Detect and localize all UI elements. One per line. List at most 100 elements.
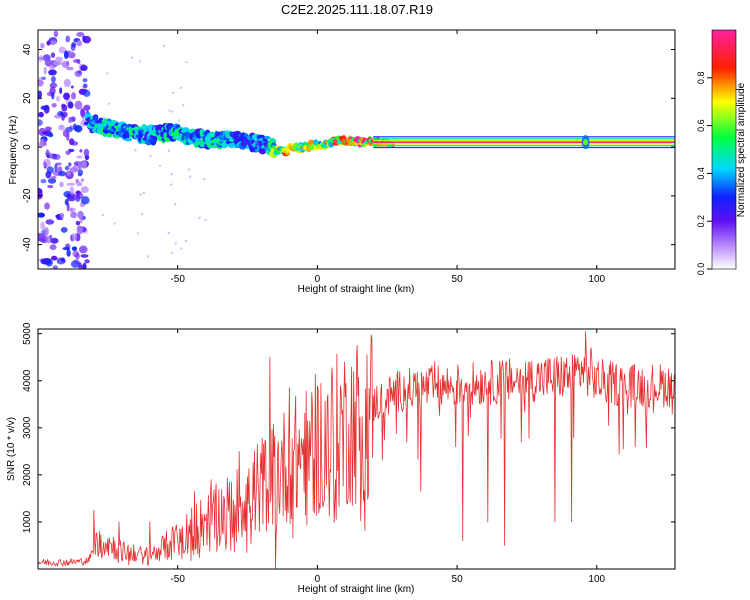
spectrogram-noise-cell bbox=[46, 166, 54, 174]
spectrogram-noise-cell bbox=[45, 149, 50, 158]
spectrogram-noise-cell bbox=[180, 247, 183, 250]
snr-y-label: SNR (10 * v/v) bbox=[6, 417, 17, 481]
spectrogram-noise-cell bbox=[71, 92, 77, 100]
spectrogram-noise-cell bbox=[77, 173, 82, 177]
spectrogram-y-axis: -40 -20 0 20 40 bbox=[22, 44, 675, 252]
spectrogram-noise-cell bbox=[44, 126, 52, 131]
spectrogram-noise-cell bbox=[41, 131, 49, 135]
spectrogram-y-tick-label: -20 bbox=[22, 188, 33, 203]
spectrogram-noise-cell bbox=[167, 231, 170, 235]
spectrogram-noise-cell bbox=[41, 76, 46, 81]
snr-x-label: Height of straight line (km) bbox=[298, 584, 415, 595]
spectrogram-band-row bbox=[373, 144, 675, 147]
spectrogram-noise-cell bbox=[136, 232, 140, 235]
spectrogram-signal-cell bbox=[264, 135, 271, 140]
spectrogram-noise-cell bbox=[149, 155, 152, 158]
spectrogram-noise-cell bbox=[77, 264, 87, 269]
spectrogram-noise-cell bbox=[39, 138, 45, 148]
spectrogram-marks bbox=[38, 30, 675, 269]
spectrogram-noise-cell bbox=[181, 104, 185, 107]
spectrogram-noise-cell bbox=[38, 212, 46, 218]
spectrogram-noise-cell bbox=[77, 161, 82, 170]
spectrogram-y-tick-label: 20 bbox=[22, 92, 33, 104]
spectrogram-x-axis: -50 0 50 100 bbox=[170, 30, 606, 285]
spectrogram-noise-cell bbox=[198, 216, 201, 220]
spectrogram-noise-cell bbox=[172, 91, 175, 94]
spectrogram-noise-cell bbox=[66, 182, 76, 186]
snr-x-tick-label: 100 bbox=[588, 574, 605, 585]
spectrogram-y-label: Frequency (Hz) bbox=[8, 116, 19, 185]
page-title: C2E2.2025.111.18.07.R19 bbox=[281, 2, 433, 17]
spectrogram-y-tick-label: -40 bbox=[22, 237, 33, 252]
spectrogram-noise-cell bbox=[40, 258, 50, 265]
spectrogram-noise-cell bbox=[174, 242, 177, 245]
spectrogram-noise-cell bbox=[64, 198, 69, 206]
snr-y-tick-label: 2000 bbox=[22, 463, 33, 486]
spectrogram-noise-cell bbox=[48, 69, 57, 76]
spectrogram-x-tick-label: 50 bbox=[452, 274, 464, 285]
spectrogram-noise-cell bbox=[59, 87, 63, 94]
spectrogram-noise-cell bbox=[75, 220, 81, 226]
spectrogram-signal-cell bbox=[227, 143, 236, 148]
spectrogram-signal-cell bbox=[124, 137, 133, 142]
spectrogram-noise-cell bbox=[66, 249, 71, 257]
spectrogram-noise-cell bbox=[68, 138, 75, 146]
snr-x-tick-label: -50 bbox=[170, 574, 185, 585]
spectrogram-noise-cell bbox=[44, 202, 50, 210]
spectrogram-noise-cell bbox=[173, 203, 177, 206]
spectrogram-noise-cell bbox=[170, 183, 173, 186]
spectrogram-noise-cell bbox=[69, 207, 74, 213]
spectrogram-noise-cell bbox=[54, 163, 58, 172]
spectrogram-band-row bbox=[373, 146, 675, 149]
spectrogram-noise-cell bbox=[43, 235, 53, 244]
spectrogram-noise-cell bbox=[52, 153, 61, 161]
spectrogram-noise-cell bbox=[82, 89, 91, 97]
spectrogram-noise-cell bbox=[51, 92, 55, 100]
spectrogram-noise-cell bbox=[55, 214, 59, 218]
spectrogram-signal-cell bbox=[583, 139, 589, 146]
spectrogram-noise-cell bbox=[131, 56, 134, 59]
colorbar-tick-label: 0.8 bbox=[696, 72, 706, 85]
snr-x-axis: -50 0 50 100 bbox=[170, 329, 606, 585]
spectrogram-noise-cell bbox=[167, 149, 171, 153]
spectrogram-noise-cell bbox=[184, 239, 188, 243]
spectrogram-noise-cell bbox=[146, 255, 150, 258]
spectrogram-signal-cell bbox=[387, 142, 393, 148]
spectrogram-noise-cell bbox=[71, 246, 78, 251]
spectrogram-noise-cell bbox=[47, 178, 57, 184]
spectrogram-noise-cell bbox=[80, 254, 89, 258]
spectrogram-noise-cell bbox=[38, 90, 42, 99]
spectrogram-noise-cell bbox=[49, 82, 58, 89]
spectrogram-noise-cell bbox=[139, 193, 142, 196]
spectrogram-noise-cell bbox=[50, 255, 58, 261]
spectrogram-noise-cell bbox=[134, 149, 137, 152]
spectrogram-noise-cell bbox=[60, 217, 64, 221]
snr-y-tick-label: 3000 bbox=[22, 416, 33, 439]
spectrogram-noise-cell bbox=[84, 259, 90, 264]
spectrogram-noise-cell bbox=[38, 119, 43, 126]
spectrogram-noise-cell bbox=[140, 213, 144, 216]
spectrogram-noise-cell bbox=[142, 191, 146, 195]
spectrogram-x-label: Height of straight line (km) bbox=[298, 284, 415, 295]
spectrogram-noise-cell bbox=[82, 83, 88, 89]
spectrogram-noise-cell bbox=[38, 238, 46, 242]
spectrogram-noise-cell bbox=[67, 50, 72, 55]
snr-y-tick-label: 1000 bbox=[22, 510, 33, 533]
spectrogram-noise-cell bbox=[48, 64, 55, 70]
spectrogram-noise-cell bbox=[52, 265, 59, 269]
colorbar-tick-label: 0.6 bbox=[696, 119, 706, 132]
spectrogram-noise-cell bbox=[40, 105, 50, 111]
spectrogram-noise-cell bbox=[79, 217, 83, 224]
spectrogram-noise-cell bbox=[38, 76, 42, 84]
colorbar-label: Normalized spectral amplitude bbox=[736, 82, 747, 217]
spectrogram-noise-cell bbox=[49, 244, 57, 251]
spectrogram-noise-cell bbox=[68, 162, 72, 167]
spectrogram-noise-cell bbox=[55, 95, 61, 102]
spectrogram-noise-cell bbox=[49, 86, 56, 96]
spectrogram-noise-cell bbox=[76, 181, 83, 187]
spectrogram-band-row bbox=[373, 143, 675, 145]
spectrogram-noise-cell bbox=[76, 31, 85, 37]
spectrogram-noise-cell bbox=[107, 102, 110, 105]
spectrogram-noise-cell bbox=[38, 111, 44, 118]
spectrogram-noise-cell bbox=[76, 190, 80, 197]
